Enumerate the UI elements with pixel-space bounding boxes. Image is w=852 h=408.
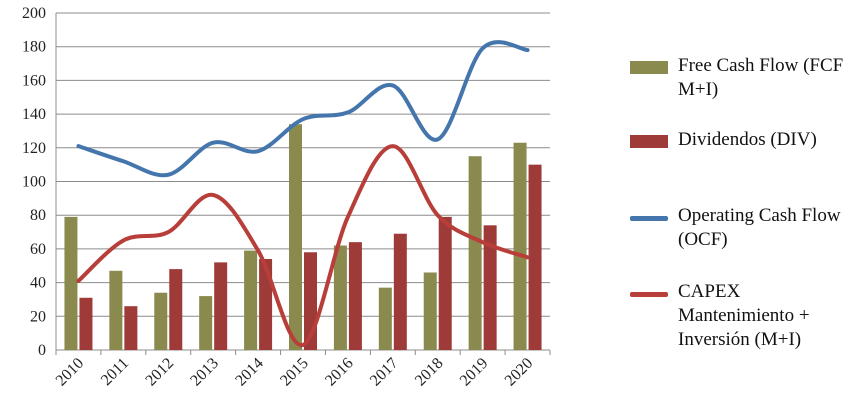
legend-item-div: Dividendos (DIV)	[630, 128, 850, 152]
bar-fcf	[333, 245, 347, 350]
x-tick-label: 2016	[322, 355, 357, 390]
series-line-ocf	[76, 40, 530, 178]
bar-div	[438, 216, 452, 350]
legend-item-ocf: Operating Cash Flow (OCF)	[630, 204, 850, 252]
bar-div	[169, 269, 183, 350]
legend-swatch-fcf	[630, 61, 668, 74]
x-tick-label: 2019	[457, 355, 492, 390]
y-tick-label: 80	[30, 207, 46, 224]
x-tick-label: 2010	[53, 355, 88, 390]
legend-label-fcf: Free Cash Flow (FCF M+I)	[678, 55, 844, 100]
bar-div	[259, 259, 273, 350]
bar-fcf	[378, 287, 392, 350]
bar-fcf	[289, 124, 302, 351]
x-tick-label: 2015	[277, 355, 312, 390]
y-tick-label: 180	[22, 39, 46, 56]
y-tick-label: 140	[22, 106, 46, 123]
legend-swatch-capex	[630, 292, 668, 297]
x-tick-label: 2012	[142, 355, 177, 390]
x-tick-label: 2013	[187, 355, 222, 390]
legend-swatch-ocf	[630, 216, 668, 221]
x-tick-label: 2017	[367, 355, 402, 390]
bar-fcf	[64, 216, 78, 350]
bar-div	[79, 297, 93, 350]
legend-label-div: Dividendos (DIV)	[678, 129, 817, 150]
legend-item-capex: CAPEX Mantenimiento + Inversión (M+I)	[630, 280, 850, 352]
y-tick-label: 120	[22, 140, 46, 157]
y-tick-label: 200	[22, 5, 46, 22]
legend-item-fcf: Free Cash Flow (FCF M+I)	[630, 54, 850, 102]
bar-fcf	[199, 296, 213, 350]
legend-label-capex: CAPEX Mantenimiento + Inversión (M+I)	[678, 281, 810, 350]
bar-div	[483, 225, 497, 350]
y-tick-label: 100	[22, 174, 46, 191]
bar-div	[528, 164, 542, 350]
y-tick-label: 160	[22, 72, 46, 89]
series-line-capex	[76, 144, 530, 347]
y-tick-label: 60	[30, 241, 46, 258]
bar-fcf	[109, 270, 123, 350]
bar-fcf	[154, 292, 168, 350]
x-tick-label: 2011	[98, 355, 132, 389]
bar-fcf	[513, 142, 527, 350]
bar-div	[214, 262, 228, 350]
x-tick-label: 2018	[412, 355, 447, 390]
bar-fcf	[244, 250, 258, 350]
bar-fcf	[468, 156, 482, 350]
legend-swatch-div	[630, 135, 668, 148]
bar-div	[348, 242, 362, 350]
y-tick-label: 20	[30, 308, 46, 325]
bar-div	[124, 306, 138, 350]
bar-fcf	[423, 272, 437, 350]
y-tick-label: 0	[38, 342, 46, 359]
x-tick-label: 2014	[232, 355, 267, 390]
x-tick-label: 2020	[502, 355, 537, 390]
y-tick-label: 40	[30, 275, 46, 292]
legend-label-ocf: Operating Cash Flow (OCF)	[678, 205, 841, 250]
bar-div	[393, 233, 407, 350]
